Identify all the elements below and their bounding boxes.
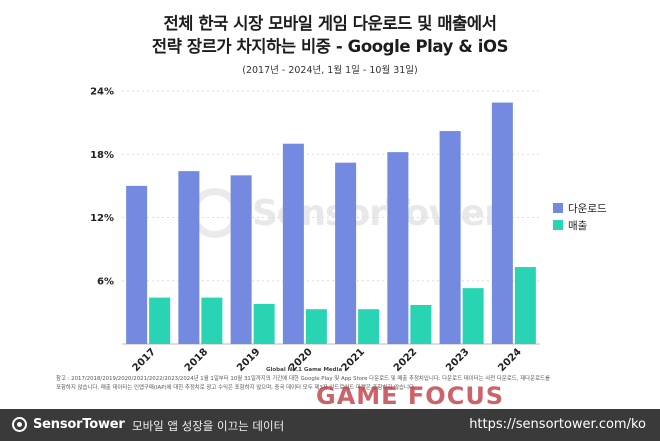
footnote-line2: 포함하지 않습니다. 매출 데이터는 인앱구매(IAP)에 대한 추정치로 광고…: [56, 384, 416, 391]
y-tick-label: 24%: [90, 87, 114, 98]
bar-downloads: [230, 175, 252, 344]
footer-url-link[interactable]: https://sensortower.com/ko: [469, 417, 646, 432]
footnote-line1: 참고 : 2017/2018/2019/2020/2021/2022/2023/…: [56, 376, 550, 382]
x-tick-label: 2019: [235, 346, 262, 373]
bar-downloads: [282, 143, 304, 344]
footer-brand[interactable]: SensorTower: [12, 417, 125, 432]
x-tick-label: 2022: [392, 346, 419, 373]
footer-tagline: 모바일 앱 성장을 이끄는 데이터: [132, 419, 285, 433]
bar-revenue: [462, 288, 484, 344]
bar-revenue: [358, 309, 380, 344]
bar-downloads: [178, 171, 200, 344]
overlay-logo: GAME FOCUS: [316, 382, 505, 410]
x-tick-label: 2021: [340, 346, 367, 373]
bar-downloads: [439, 131, 461, 344]
overlay-small-text: Global No.1 Game Media: [266, 367, 343, 373]
footnote: 참고 : 2017/2018/2019/2020/2021/2022/2023/…: [56, 375, 616, 393]
bar-chart: 6%12%18%24%2017 2018 2019 2020 2021 2022 2023 2…: [90, 87, 607, 374]
y-tick-label: 6%: [97, 276, 114, 287]
bar-downloads: [335, 162, 357, 344]
bar-downloads: [491, 102, 513, 345]
y-tick-label: 12%: [90, 213, 114, 224]
bar-revenue: [253, 303, 275, 344]
footer-bar: SensorTower 모바일 앱 성장을 이끄는 데이터 https://se…: [0, 409, 660, 441]
bar-downloads: [387, 152, 409, 344]
bar-downloads: [126, 185, 148, 344]
footer-brand-name: SensorTower: [33, 417, 125, 432]
chart-title-line1: 전체 한국 시장 모바일 게임 다운로드 및 매출에서: [163, 14, 497, 33]
x-tick-label: 2024: [496, 346, 523, 373]
x-tick-label: 2017: [131, 346, 158, 373]
legend-swatch: [553, 203, 563, 213]
bar-revenue: [305, 309, 327, 344]
x-tick-label: 2023: [444, 346, 471, 373]
x-tick-label: 2018: [183, 346, 210, 373]
bar-revenue: [410, 304, 432, 344]
chart-title-line2: 전략 장르가 차지하는 비중 - Google Play & iOS: [151, 37, 509, 56]
chart-subtitle: (2017년 - 2024년, 1월 1일 - 10월 31일): [242, 65, 418, 76]
legend-label: 다운로드: [568, 203, 607, 215]
bar-revenue: [201, 297, 223, 344]
legend-swatch: [553, 220, 563, 230]
bar-revenue: [514, 267, 536, 344]
bar-revenue: [149, 297, 171, 344]
sensortower-logo-icon: [12, 417, 27, 432]
y-tick-label: 18%: [90, 150, 114, 161]
legend-label: 매출: [568, 220, 588, 232]
